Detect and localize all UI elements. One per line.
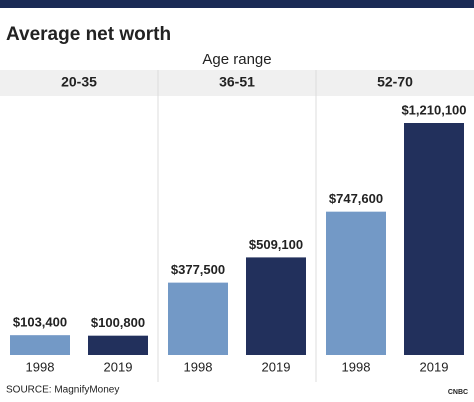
value-label: $103,400 [13, 315, 67, 330]
x-tick-label: 2019 [420, 359, 449, 374]
bar [246, 257, 306, 355]
header-band [0, 70, 474, 96]
chart-title: Average net worth [6, 24, 171, 45]
x-tick-label: 1998 [184, 359, 213, 374]
value-label: $509,100 [249, 237, 303, 252]
bar [10, 335, 70, 355]
value-label: $100,800 [91, 315, 145, 330]
value-label: $747,600 [329, 191, 383, 206]
value-label: $377,500 [171, 262, 225, 277]
group-label: 20-35 [61, 74, 97, 90]
group-axis-label: Age range [202, 51, 271, 68]
logo: CNBC [448, 389, 468, 396]
bar [88, 335, 148, 355]
bar [168, 282, 228, 355]
group-label: 36-51 [219, 74, 255, 90]
bar [404, 123, 464, 355]
group-label: 52-70 [377, 74, 413, 90]
bar [326, 211, 386, 355]
x-tick-label: 2019 [104, 359, 133, 374]
source: SOURCE: MagnifyMoney [6, 385, 119, 396]
x-tick-label: 1998 [26, 359, 55, 374]
top-bar [0, 0, 474, 8]
value-label: $1,210,100 [401, 102, 466, 117]
x-tick-label: 1998 [342, 359, 371, 374]
x-tick-label: 2019 [262, 359, 291, 374]
